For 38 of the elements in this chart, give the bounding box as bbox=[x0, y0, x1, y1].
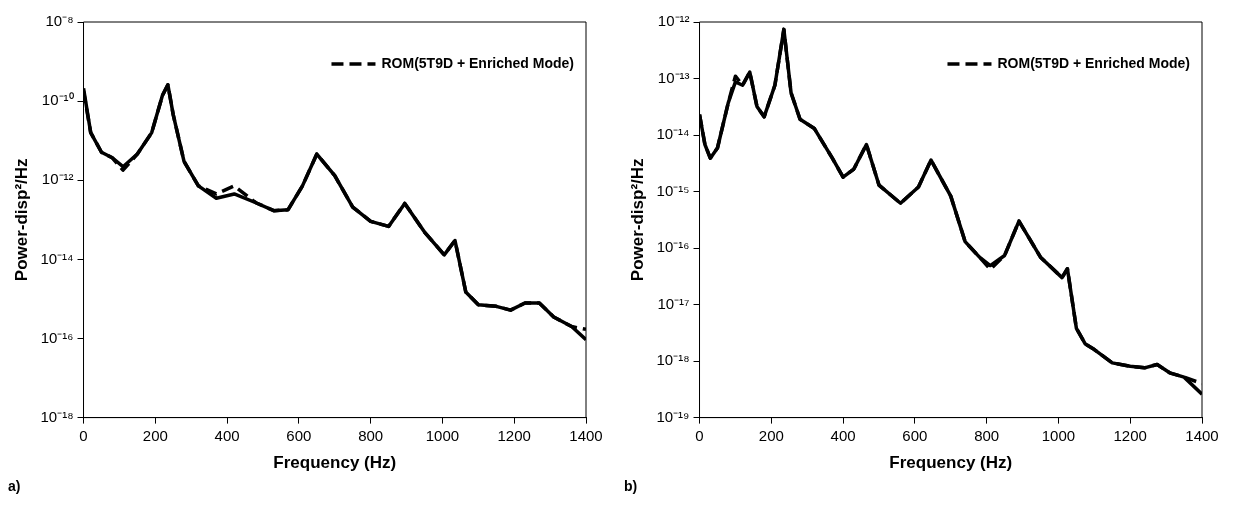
y-tick-label: 10⁻¹⁵ bbox=[656, 181, 690, 199]
x-axis-title: Frequency (Hz) bbox=[273, 453, 397, 473]
x-tick-label: 1400 bbox=[569, 426, 603, 444]
y-tick-label: 10⁻¹⁹ bbox=[656, 407, 690, 425]
y-tick-label: 10⁻⁸ bbox=[45, 12, 74, 30]
y-tick-label: 10⁻¹⁸ bbox=[40, 407, 74, 425]
y-axis-title: Power-disp²/Hz bbox=[627, 158, 647, 282]
y-axis-title: Power-disp²/Hz bbox=[11, 158, 31, 282]
x-tick-label: 800 bbox=[974, 426, 1000, 444]
x-tick-label: 600 bbox=[902, 426, 928, 444]
x-tick-label: 1200 bbox=[1113, 426, 1147, 444]
y-tick-label: 10⁻¹⁶ bbox=[656, 238, 690, 256]
y-tick-label: 10⁻¹⁴ bbox=[656, 125, 690, 143]
x-tick-label: 600 bbox=[286, 426, 312, 444]
x-tick-label: 800 bbox=[358, 426, 384, 444]
x-tick-label: 0 bbox=[79, 426, 88, 444]
y-tick-label: 10⁻¹⁴ bbox=[40, 249, 74, 267]
x-tick-label: 1200 bbox=[497, 426, 531, 444]
x-tick-label: 200 bbox=[758, 426, 784, 444]
x-tick-label: 400 bbox=[830, 426, 856, 444]
y-tick-label: 10⁻¹² bbox=[657, 12, 690, 30]
y-tick-label: 10⁻¹⁸ bbox=[656, 351, 690, 369]
legend-label: ROM(5T9D + Enriched Mode) bbox=[381, 54, 575, 71]
x-tick-label: 1000 bbox=[1041, 426, 1076, 444]
y-tick-label: 10⁻¹² bbox=[41, 170, 74, 188]
y-tick-label: 10⁻¹⁰ bbox=[41, 91, 74, 109]
y-tick-label: 10⁻¹³ bbox=[657, 68, 690, 86]
text: a) bbox=[8, 478, 22, 494]
x-tick-label: 1000 bbox=[425, 426, 460, 444]
x-tick-label: 0 bbox=[695, 426, 704, 444]
y-tick-label: 10⁻¹⁷ bbox=[657, 294, 690, 312]
legend-label: ROM(5T9D + Enriched Mode) bbox=[997, 54, 1191, 71]
x-axis-title: Frequency (Hz) bbox=[889, 453, 1013, 473]
y-tick-label: 10⁻¹⁶ bbox=[40, 328, 74, 346]
x-tick-label: 200 bbox=[142, 426, 168, 444]
text: b) bbox=[624, 478, 639, 494]
x-tick-label: 1400 bbox=[1185, 426, 1219, 444]
x-tick-label: 400 bbox=[214, 426, 240, 444]
